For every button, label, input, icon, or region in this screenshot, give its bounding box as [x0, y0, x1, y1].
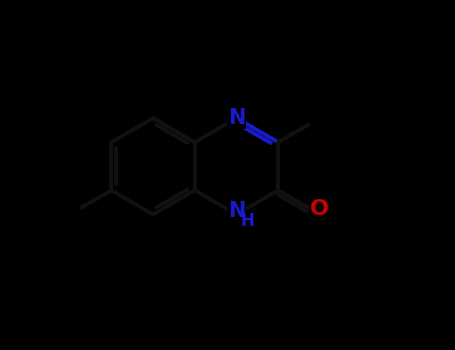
Text: O: O — [309, 199, 329, 219]
Text: N: N — [228, 201, 245, 221]
Text: N: N — [228, 108, 245, 128]
Text: H: H — [241, 212, 255, 230]
